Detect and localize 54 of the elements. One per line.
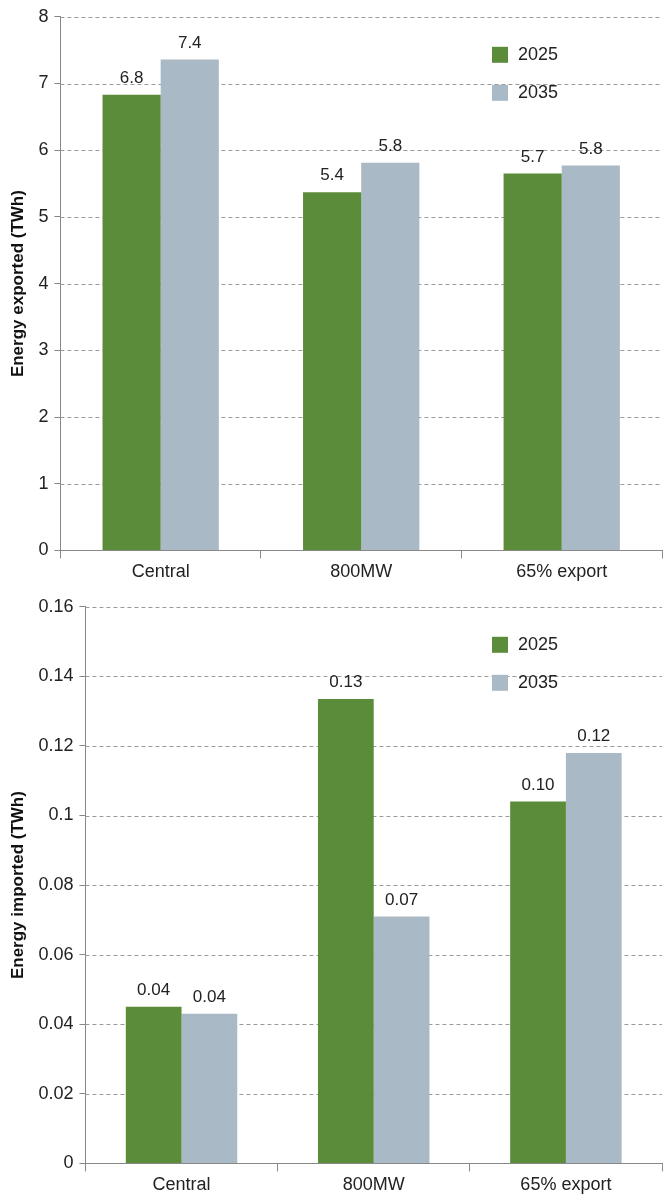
bar — [565, 752, 622, 1163]
y-tick-label: 0.02 — [38, 1082, 74, 1103]
x-tick-label: 65% export — [516, 561, 608, 582]
y-tick-label: 6 — [38, 139, 49, 160]
bar — [125, 1006, 182, 1163]
legend-label: 2025 — [518, 43, 559, 64]
y-tick-label: 0.16 — [38, 595, 74, 616]
data-label: 0.07 — [385, 889, 419, 909]
bar — [160, 59, 219, 550]
y-tick-label: 7 — [38, 72, 49, 93]
bar — [303, 192, 362, 550]
data-label: 0.12 — [577, 726, 611, 746]
bar — [102, 94, 161, 550]
y-tick-label: 4 — [38, 272, 49, 293]
x-tick-label: Central — [152, 1174, 211, 1195]
bar — [510, 801, 566, 1163]
y-tick-label: 0.08 — [38, 874, 74, 895]
data-label: 5.8 — [378, 136, 403, 156]
data-label: 0.13 — [329, 672, 363, 692]
y-tick-label: 0 — [38, 539, 49, 560]
bar — [361, 162, 420, 550]
bar — [373, 916, 430, 1163]
data-label: 6.8 — [119, 68, 144, 88]
bar — [317, 698, 374, 1163]
data-label: 5.4 — [320, 165, 344, 185]
y-tick-label: 0.1 — [48, 804, 74, 825]
legend-label: 2035 — [518, 81, 559, 102]
y-tick-label: 0 — [63, 1152, 74, 1173]
x-tick-label: 800MW — [330, 561, 393, 582]
y-tick-label: 5 — [38, 205, 49, 226]
bar — [181, 1013, 238, 1163]
data-label: 0.04 — [192, 987, 226, 1006]
y-tick-label: 0.04 — [38, 1013, 74, 1034]
y-tick-label: 2 — [38, 405, 49, 426]
y-tick-label: 8 — [38, 5, 49, 26]
y-tick-label: 0.14 — [38, 665, 74, 686]
x-tick-label: 800MW — [342, 1174, 405, 1195]
x-tick-label: 65% export — [520, 1174, 612, 1195]
y-tick-label: 0.12 — [38, 734, 74, 755]
y-tick-label: 1 — [38, 472, 49, 493]
y-tick-label: 0.06 — [38, 943, 74, 964]
legend-label: 2035 — [518, 671, 559, 692]
bar — [503, 173, 562, 550]
y-axis-title: Energy imported (TWh) — [7, 791, 27, 980]
data-label: 7.4 — [177, 32, 202, 52]
y-axis-title: Energy exported (TWh) — [7, 190, 27, 378]
x-tick-label: Central — [131, 561, 190, 582]
legend-label: 2025 — [518, 633, 559, 654]
bar — [561, 165, 620, 550]
data-label: 0.10 — [521, 774, 555, 794]
y-tick-label: 3 — [38, 339, 49, 360]
data-label: 5.7 — [520, 146, 545, 166]
data-label: 0.04 — [137, 980, 171, 1000]
data-label: 5.8 — [578, 138, 603, 158]
